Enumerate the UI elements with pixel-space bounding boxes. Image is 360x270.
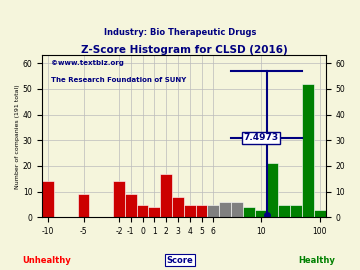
Text: ©www.textbiz.org: ©www.textbiz.org [51,60,123,66]
Bar [42,181,54,217]
Bar [302,84,314,217]
Bar [148,207,160,217]
Text: Unhealthy: Unhealthy [22,256,71,265]
Bar [113,181,125,217]
Bar [266,163,278,217]
Bar [184,205,196,217]
Bar [231,202,243,217]
Text: 7.4973: 7.4973 [243,133,278,142]
Bar [196,205,207,217]
Bar [160,174,172,217]
Title: Z-Score Histogram for CLSD (2016): Z-Score Histogram for CLSD (2016) [81,45,287,55]
Bar [290,205,302,217]
Text: Industry: Bio Therapeutic Drugs: Industry: Bio Therapeutic Drugs [104,28,256,37]
Text: The Research Foundation of SUNY: The Research Foundation of SUNY [51,76,186,83]
Y-axis label: Number of companies (191 total): Number of companies (191 total) [15,84,20,189]
Bar [314,210,325,217]
Bar [78,194,90,217]
Bar [219,202,231,217]
Bar [172,197,184,217]
Text: Healthy: Healthy [298,256,335,265]
Text: Score: Score [167,256,193,265]
Bar [243,207,255,217]
Bar [255,210,266,217]
Bar [207,205,219,217]
Bar [278,205,290,217]
Bar [125,194,137,217]
Bar [137,205,148,217]
